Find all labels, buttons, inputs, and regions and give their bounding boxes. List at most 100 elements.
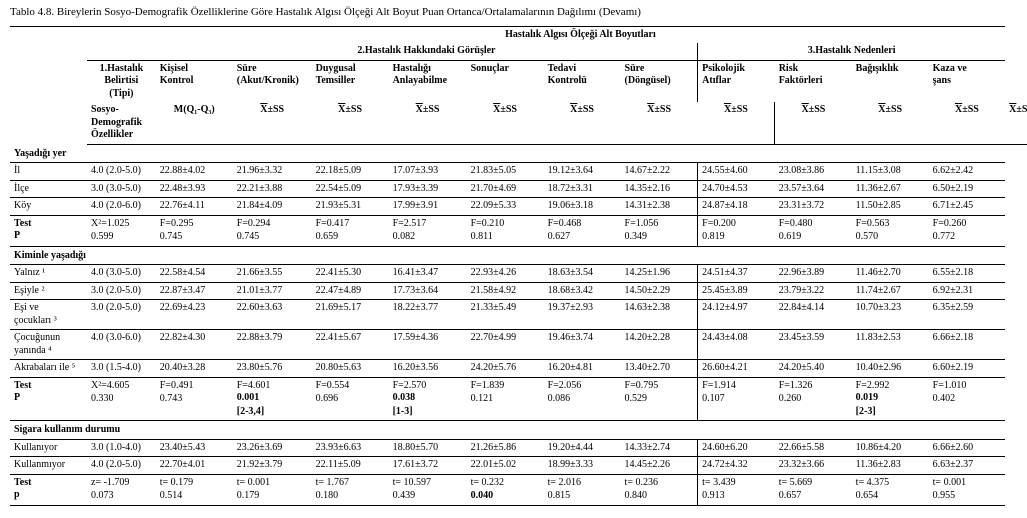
- cell: 21.84±4.09: [233, 198, 312, 216]
- cell: 11.50±2.85: [852, 198, 929, 216]
- cell: F=0.5630.570: [852, 215, 929, 246]
- cell: Kullanıyor: [10, 439, 87, 457]
- cell: 18.68±3.42: [544, 282, 621, 300]
- header-cell: TedaviKontrolü: [544, 60, 621, 102]
- table-caption: Tablo 4.8. Bireylerin Sosyo-Demografik Ö…: [10, 6, 1027, 20]
- cell: 24.20±5.40: [775, 360, 852, 378]
- cell: 19.20±4.44: [544, 439, 621, 457]
- cell: 10.86±4.20: [852, 439, 929, 457]
- cell: 22.11±5.09: [312, 457, 389, 475]
- cell: 22.88±4.02: [156, 163, 233, 181]
- cell: İl: [10, 163, 87, 181]
- cell: 22.54±5.09: [312, 180, 389, 198]
- header-cell: X±SS: [389, 102, 467, 144]
- cell: t= 0.2360.840: [621, 474, 698, 505]
- header-cell: Bağışıklık: [852, 60, 929, 102]
- cell: 6.63±2.37: [929, 457, 1005, 475]
- cell: 17.07±3.93: [389, 163, 467, 181]
- header-cell: M(Q₁-Q₃): [156, 102, 233, 144]
- header-cell: Hastalık Algısı Ölçeği Alt Boyutları: [156, 26, 1005, 43]
- header-cell: DuygusalTemsiller: [312, 60, 389, 102]
- cell: F=1.3260.260: [775, 377, 852, 421]
- cell: 22.01±5.02: [467, 457, 544, 475]
- cell: 22.88±3.79: [233, 330, 312, 360]
- cell: 14.33±2.74: [621, 439, 698, 457]
- header-cell: Sonuçlar: [467, 60, 544, 102]
- cell: t= 4.3750.654: [852, 474, 929, 505]
- cell: 19.06±3.18: [544, 198, 621, 216]
- cell: 22.47±4.89: [312, 282, 389, 300]
- cell: 14.31±2.38: [621, 198, 698, 216]
- cell: 11.83±2.53: [852, 330, 929, 360]
- cell: 14.45±2.26: [621, 457, 698, 475]
- cell: 25.45±3.89: [698, 282, 775, 300]
- cell: 22.96±3.89: [775, 265, 852, 283]
- cell: 21.83±5.05: [467, 163, 544, 181]
- cell: 16.20±4.81: [544, 360, 621, 378]
- cell: t= 10.5970.439: [389, 474, 467, 505]
- cell: 21.58±4.92: [467, 282, 544, 300]
- cell: Eşi veçocukları ³: [10, 300, 87, 330]
- cell: F=0.4910.743: [156, 377, 233, 421]
- cell: 22.41±5.67: [312, 330, 389, 360]
- cell: 14.20±2.28: [621, 330, 698, 360]
- cell: 21.96±3.32: [233, 163, 312, 181]
- cell: 23.26±3.69: [233, 439, 312, 457]
- cell: 6.50±2.19: [929, 180, 1005, 198]
- cell: 23.80±5.76: [233, 360, 312, 378]
- header-cell: [10, 26, 87, 144]
- cell: F=0.5540.696: [312, 377, 389, 421]
- cell: 22.21±3.88: [233, 180, 312, 198]
- cell: 14.50±2.29: [621, 282, 698, 300]
- cell: F=0.2600.772: [929, 215, 1005, 246]
- cell: t= 1.7670.180: [312, 474, 389, 505]
- cell: t= 0.1790.514: [156, 474, 233, 505]
- cell: 4.0 (2.0-5.0): [87, 457, 156, 475]
- cell: 10.40±2.96: [852, 360, 929, 378]
- cell: 23.93±6.63: [312, 439, 389, 457]
- cell: 3.0 (3.0-5.0): [87, 180, 156, 198]
- cell: 6.92±2.31: [929, 282, 1005, 300]
- header-cell: RiskFaktörleri: [775, 60, 852, 102]
- header-cell: X±SS: [775, 102, 852, 144]
- cell: 23.45±3.59: [775, 330, 852, 360]
- cell: Yalnız ¹: [10, 265, 87, 283]
- cell: Çocuğununyanında ⁴: [10, 330, 87, 360]
- cell: 14.63±2.38: [621, 300, 698, 330]
- cell: F=1.0560.349: [621, 215, 698, 246]
- cell: 14.25±1.96: [621, 265, 698, 283]
- cell: 18.99±3.33: [544, 457, 621, 475]
- cell: F=0.2000.819: [698, 215, 775, 246]
- cell: 22.87±3.47: [156, 282, 233, 300]
- header-cell: X±SS: [312, 102, 389, 144]
- cell: 23.32±3.66: [775, 457, 852, 475]
- header-cell: HastalığıAnlayabilme: [389, 60, 467, 102]
- cell: TestP: [10, 215, 87, 246]
- cell: 22.18±5.09: [312, 163, 389, 181]
- header-cell: X±SS: [544, 102, 621, 144]
- cell: 18.80±5.70: [389, 439, 467, 457]
- cell: Kullanmıyor: [10, 457, 87, 475]
- cell: F=0.2950.745: [156, 215, 233, 246]
- cell: 20.80±5.63: [312, 360, 389, 378]
- cell: İlçe: [10, 180, 87, 198]
- cell: F=0.2940.745: [233, 215, 312, 246]
- cell: F=4.6010.001[2-3,4]: [233, 377, 312, 421]
- cell: 24.70±4.53: [698, 180, 775, 198]
- header-cell: Süre(Döngüsel): [621, 60, 698, 102]
- cell: 18.63±3.54: [544, 265, 621, 283]
- cell: 11.36±2.67: [852, 180, 929, 198]
- cell: 13.40±2.70: [621, 360, 698, 378]
- cell: 24.87±4.18: [698, 198, 775, 216]
- cell: 11.15±3.08: [852, 163, 929, 181]
- cell: 4.0 (3.0-5.0): [87, 265, 156, 283]
- cell: 14.35±2.16: [621, 180, 698, 198]
- cell: X²=1.0250.599: [87, 215, 156, 246]
- cell: 21.70±4.69: [467, 180, 544, 198]
- cell: Eşiyle ²: [10, 282, 87, 300]
- cell: TestP: [10, 377, 87, 421]
- cell: 3.0 (1.5-4.0): [87, 360, 156, 378]
- cell: 11.46±2.70: [852, 265, 929, 283]
- cell: z= -1.7090.073: [87, 474, 156, 505]
- cell: 23.08±3.86: [775, 163, 852, 181]
